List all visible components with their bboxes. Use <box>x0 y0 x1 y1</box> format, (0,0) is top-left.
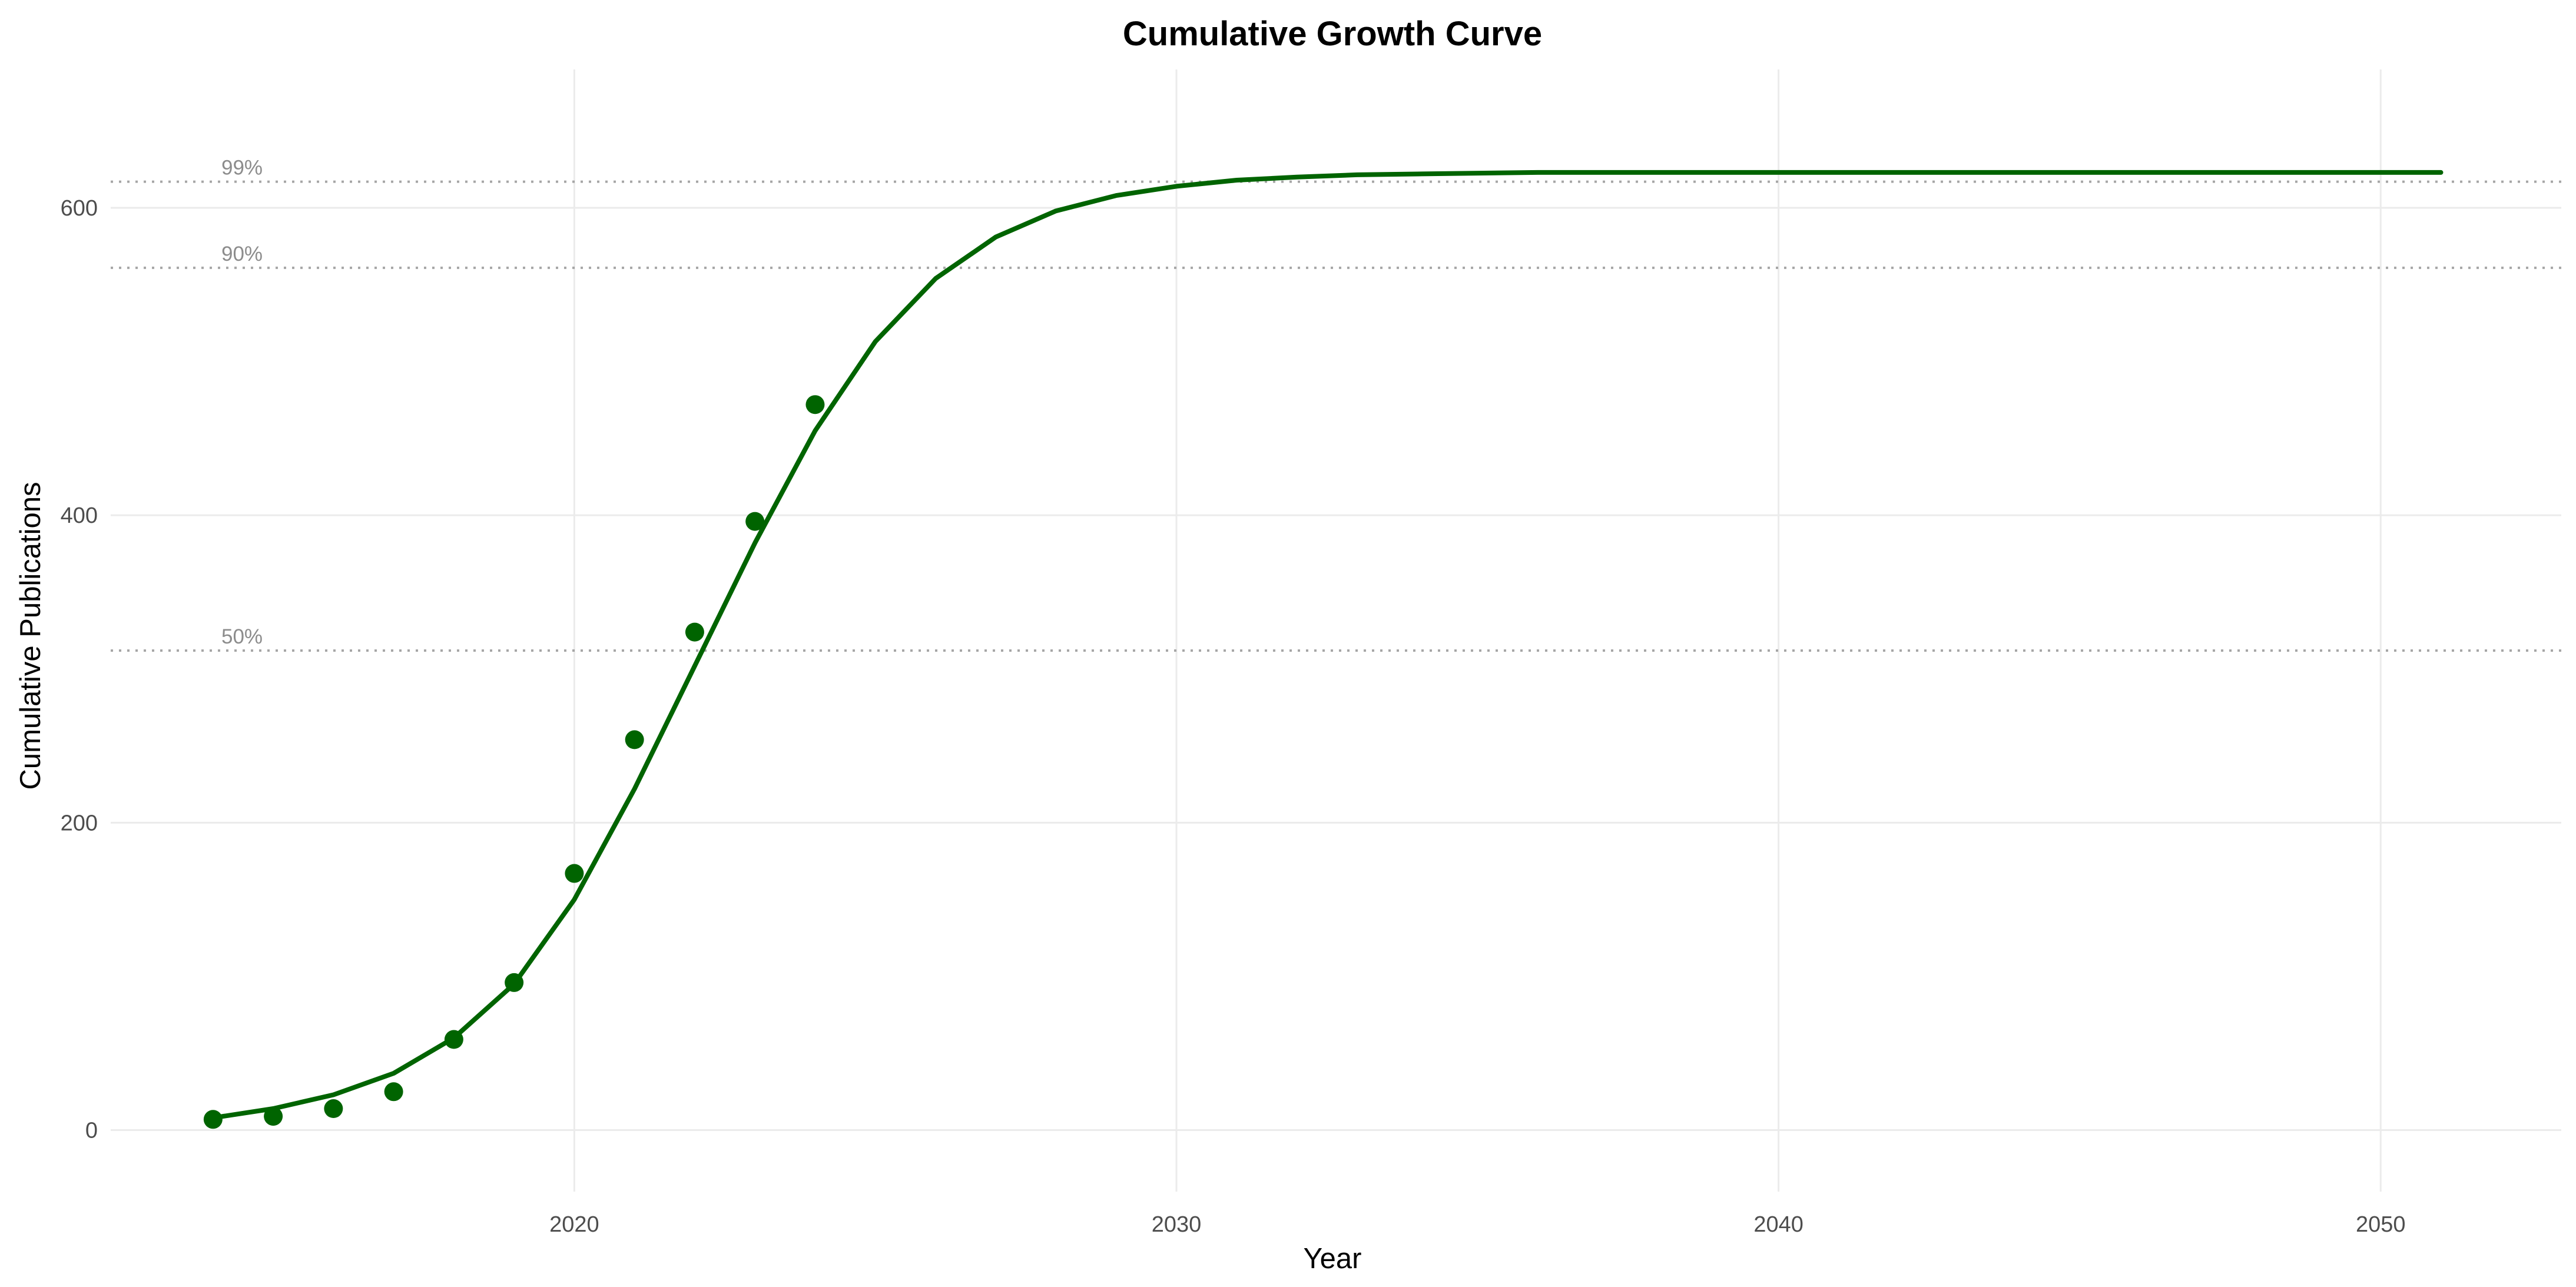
chart-title: Cumulative Growth Curve <box>1123 15 1542 53</box>
y-tick-label: 600 <box>61 196 98 221</box>
data-point <box>685 622 704 642</box>
data-point <box>203 1110 223 1129</box>
data-point <box>805 395 825 414</box>
reference-label: 99% <box>221 157 263 180</box>
data-point <box>745 512 765 531</box>
y-tick-label: 0 <box>85 1119 98 1143</box>
data-point <box>384 1082 403 1102</box>
data-point <box>565 864 584 883</box>
data-point <box>505 973 524 992</box>
x-tick-label: 2030 <box>1152 1212 1202 1237</box>
data-point <box>324 1099 343 1119</box>
y-tick-label: 400 <box>61 503 98 528</box>
observed-points <box>203 395 825 1129</box>
x-tick-label: 2040 <box>1753 1212 1803 1237</box>
x-tick-label: 2050 <box>2356 1212 2406 1237</box>
fitted-curve <box>210 170 2444 1120</box>
reference-label: 50% <box>221 625 263 648</box>
x-tick-label: 2020 <box>549 1212 599 1237</box>
data-point <box>625 730 644 749</box>
y-axis-title: Cumulative Publications <box>15 482 47 790</box>
tick-labels: 0 200 400 600 2020 2030 2040 2050 <box>61 196 2406 1237</box>
data-point <box>264 1107 283 1126</box>
y-tick-label: 200 <box>61 811 98 835</box>
x-axis-title: Year <box>1303 1243 1361 1275</box>
growth-curve-line <box>210 170 2444 1120</box>
reference-label: 90% <box>221 243 263 266</box>
data-point <box>444 1030 463 1049</box>
reference-lines: 99% 90% 50% <box>111 157 2561 652</box>
gridlines <box>111 69 2561 1192</box>
